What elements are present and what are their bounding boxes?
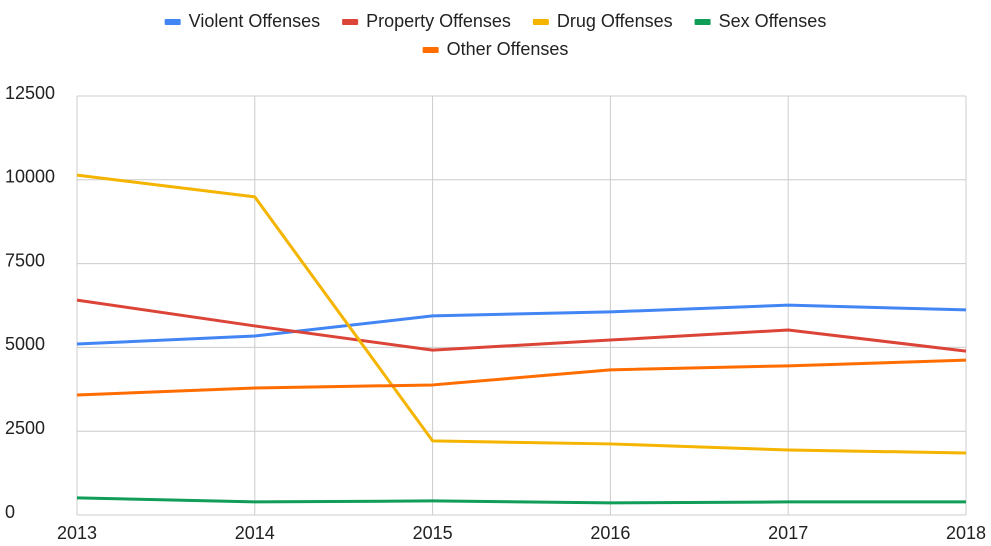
legend-swatch — [532, 19, 549, 25]
legend-label: Other Offenses — [447, 39, 569, 59]
legend-item: Other Offenses — [422, 39, 569, 59]
x-tick-label: 2014 — [235, 523, 275, 543]
legend-label: Drug Offenses — [557, 11, 673, 31]
y-tick-label: 2500 — [5, 418, 45, 438]
x-tick-label: 2017 — [768, 523, 808, 543]
legend-swatch — [422, 47, 439, 53]
legend-swatch — [164, 19, 181, 25]
legend-item: Violent Offenses — [164, 11, 320, 31]
x-tick-label: 2013 — [57, 523, 97, 543]
y-tick-label: 0 — [5, 502, 15, 522]
legend-label: Violent Offenses — [189, 11, 320, 31]
legend-label: Property Offenses — [366, 11, 511, 31]
x-tick-label: 2018 — [946, 523, 986, 543]
x-tick-label: 2016 — [590, 523, 630, 543]
y-tick-label: 12500 — [5, 83, 55, 103]
legend-swatch — [342, 19, 359, 25]
y-tick-label: 7500 — [5, 250, 45, 270]
series-line — [76, 173, 967, 455]
legend-swatch — [694, 19, 711, 25]
legend-item: Drug Offenses — [532, 11, 673, 31]
y-tick-label: 5000 — [5, 334, 45, 354]
series-line — [76, 496, 966, 505]
legend-label: Sex Offenses — [719, 11, 827, 31]
series-line — [76, 298, 967, 353]
x-tick-label: 2015 — [413, 523, 453, 543]
series-line — [76, 358, 967, 397]
series-line — [76, 303, 967, 346]
legend-item: Property Offenses — [342, 11, 511, 31]
legend-item: Sex Offenses — [694, 11, 827, 31]
y-tick-label: 10000 — [5, 167, 55, 187]
